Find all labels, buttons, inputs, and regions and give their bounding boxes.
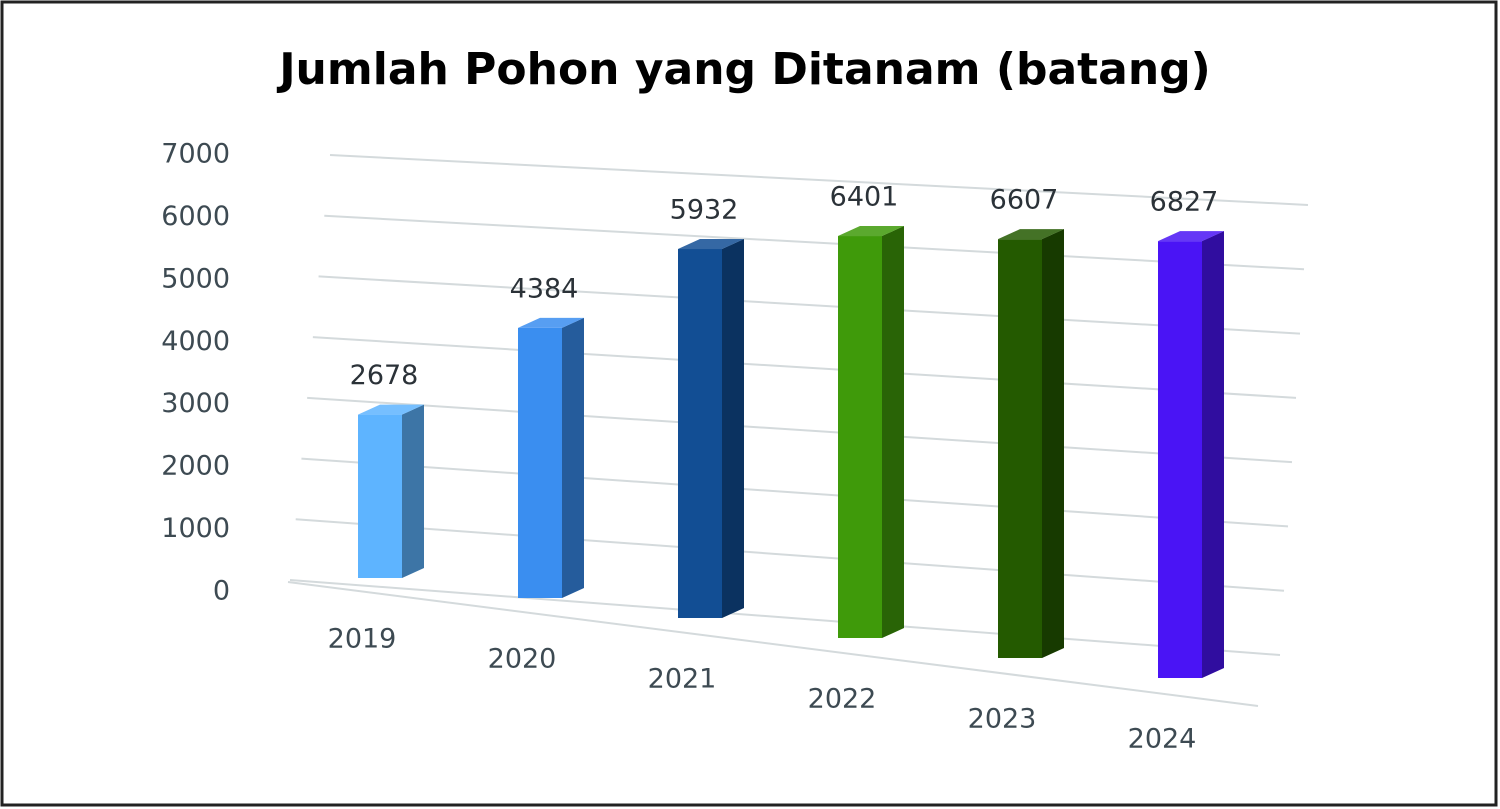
bar-side-shade	[402, 404, 424, 578]
y-tick-label: 0	[213, 576, 230, 607]
bar-top-shade	[998, 229, 1064, 240]
bar-top	[358, 404, 424, 415]
bar-top-shade	[518, 317, 584, 328]
bar-top	[1158, 231, 1224, 242]
bar	[998, 239, 1042, 658]
value-label: 6827	[1150, 187, 1219, 218]
grid-line	[301, 457, 1289, 528]
bar-side-shade	[1202, 231, 1224, 679]
value-label: 2678	[350, 360, 419, 391]
bar	[838, 236, 882, 638]
x-tick-label: 2022	[808, 684, 877, 715]
bar-side-shade	[882, 226, 904, 638]
x-tick-label: 2019	[328, 624, 397, 655]
x-tick-label: 2020	[488, 644, 557, 675]
y-tick-label: 4000	[161, 326, 230, 357]
bar-side	[882, 226, 904, 638]
bar-side-shade	[722, 239, 744, 618]
bar-top	[998, 229, 1064, 240]
bar-top	[518, 317, 584, 328]
bar-top-shade	[1158, 231, 1224, 242]
bar	[1158, 241, 1202, 679]
bar-side-shade	[1042, 229, 1064, 658]
bar-top	[838, 226, 904, 237]
chart-title: Jumlah Pohon yang Ditanam (batang)	[276, 44, 1211, 95]
grid-line	[289, 579, 1281, 656]
bar-side	[1202, 231, 1224, 679]
bar-top-shade	[838, 226, 904, 237]
value-label: 4384	[510, 273, 579, 304]
grid-line	[307, 396, 1293, 464]
bar	[358, 414, 402, 578]
bar-top	[678, 239, 744, 250]
grid-line	[324, 214, 1305, 271]
bar-top-shade	[358, 404, 424, 415]
y-tick-label: 6000	[161, 201, 230, 232]
grid-line	[318, 275, 1301, 335]
value-label: 5932	[670, 195, 739, 226]
grid-line	[312, 336, 1297, 399]
bar-top-shade	[678, 239, 744, 250]
value-label: 6401	[830, 182, 899, 213]
y-tick-label: 1000	[161, 513, 230, 544]
bar-side	[562, 317, 584, 598]
grid-line	[295, 518, 1285, 592]
y-tick-label: 5000	[161, 263, 230, 294]
bar-side-shade	[562, 317, 584, 598]
x-tick-label: 2023	[968, 704, 1037, 735]
bar-side	[1042, 229, 1064, 658]
y-tick-label: 3000	[161, 388, 230, 419]
floor-edge	[287, 581, 1259, 707]
x-tick-label: 2024	[1128, 724, 1197, 755]
bar-side	[402, 404, 424, 578]
value-label: 6607	[990, 185, 1059, 216]
bar-side	[722, 239, 744, 618]
y-tick-label: 2000	[161, 451, 230, 482]
x-tick-label: 2021	[648, 664, 717, 695]
y-tick-label: 7000	[161, 139, 230, 170]
bar	[518, 327, 562, 598]
bar	[678, 249, 722, 618]
grid-line	[329, 154, 1309, 206]
